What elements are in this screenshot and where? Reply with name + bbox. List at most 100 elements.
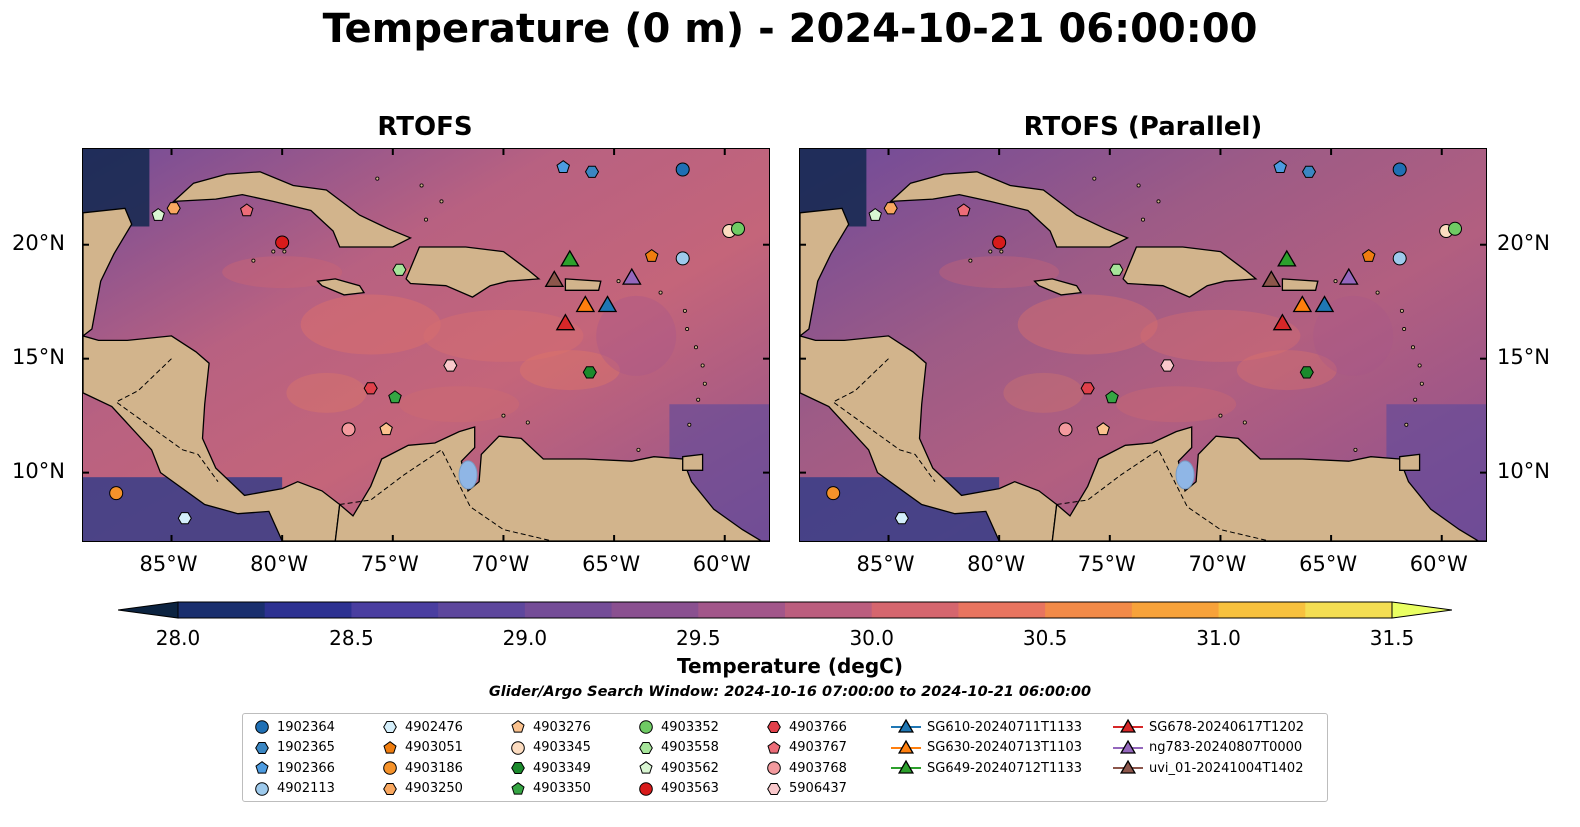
colorbar-tick-label: 30.5 bbox=[1022, 626, 1068, 650]
legend-item: 4903766 bbox=[765, 717, 847, 737]
marker-SG678-20240617T1202[interactable] bbox=[555, 313, 576, 331]
legend-label: 4903558 bbox=[661, 740, 719, 755]
marker-1902364[interactable] bbox=[1392, 162, 1407, 177]
legend-item: 4903250 bbox=[381, 779, 463, 799]
marker-1902364[interactable] bbox=[675, 162, 690, 177]
legend-item: SG649-20240712T1133 bbox=[891, 758, 1082, 778]
legend-item: 1902364 bbox=[253, 717, 335, 737]
legend-symbol-hexagon-icon bbox=[639, 741, 653, 754]
marker-4903350[interactable] bbox=[1105, 390, 1119, 404]
figure-title: Temperature (0 m) - 2024-10-21 06:00:00 bbox=[322, 6, 1258, 52]
marker-5906437[interactable] bbox=[1160, 359, 1175, 372]
lat-tick-label: 15°N bbox=[12, 344, 65, 369]
lat-tick-label: 10°N bbox=[12, 458, 65, 483]
legend-symbol-hexagon-icon bbox=[383, 782, 397, 795]
marker-SG610-20240711T1133[interactable] bbox=[1314, 295, 1335, 313]
lon-tick-label: 60°W bbox=[1409, 552, 1468, 576]
marker-4903350[interactable] bbox=[388, 390, 402, 404]
marker-4903276[interactable] bbox=[1096, 422, 1110, 436]
lon-tick-label: 65°W bbox=[1299, 552, 1358, 576]
marker-4903768[interactable] bbox=[341, 422, 356, 437]
marker-SG630-20240713T1103[interactable] bbox=[1292, 295, 1313, 313]
legend-item: ng783-20240807T0000 bbox=[1113, 738, 1302, 758]
legend-label: 4903349 bbox=[533, 760, 591, 776]
marker-4903558[interactable] bbox=[392, 263, 407, 276]
marker-4903051[interactable] bbox=[644, 248, 659, 262]
legend-item: 4903563 bbox=[637, 779, 719, 799]
colorbar-label: Temperature (degC) bbox=[677, 654, 903, 678]
legend-symbol-circle-icon bbox=[255, 781, 269, 796]
legend-label: 1902366 bbox=[277, 760, 335, 776]
marker-5906437[interactable] bbox=[443, 359, 458, 372]
legend-item: 4903349 bbox=[509, 758, 591, 778]
marker-4903766[interactable] bbox=[363, 382, 378, 395]
legend-symbol-triangle-icon bbox=[891, 718, 921, 733]
marker-4903349[interactable] bbox=[1299, 366, 1314, 379]
marker-4903250[interactable] bbox=[166, 202, 181, 215]
panel-title-right: RTOFS (Parallel) bbox=[1023, 112, 1263, 142]
marker-4902113[interactable] bbox=[675, 251, 690, 266]
legend-symbol-hexagon-icon bbox=[255, 741, 269, 754]
marker-4903562[interactable] bbox=[868, 207, 882, 221]
marker-4903349[interactable] bbox=[582, 366, 597, 379]
legend-symbol-triangle-icon bbox=[891, 739, 921, 754]
legend-item: 4903352 bbox=[637, 717, 719, 737]
marker-SG610-20240711T1133[interactable] bbox=[597, 295, 618, 313]
marker-4903186[interactable] bbox=[109, 486, 124, 501]
marker-4903767[interactable] bbox=[240, 203, 254, 217]
legend-symbol-pentagon-icon bbox=[511, 781, 525, 795]
marker-4903051[interactable] bbox=[1361, 248, 1376, 262]
legend-item: uvi_01-20241004T1402 bbox=[1113, 758, 1303, 778]
marker-4903768[interactable] bbox=[1058, 422, 1073, 437]
legend-label: SG630-20240713T1103 bbox=[927, 740, 1083, 755]
legend-symbol-hexagon-icon bbox=[767, 782, 781, 795]
marker-4902113[interactable] bbox=[1392, 251, 1407, 266]
legend-symbol-pentagon-icon bbox=[255, 761, 269, 774]
legend-symbol-circle-icon bbox=[639, 781, 653, 796]
legend-item: 5906437 bbox=[765, 779, 847, 799]
marker-4902476[interactable] bbox=[177, 512, 192, 525]
lat-tick-label: 15°N bbox=[1497, 344, 1550, 369]
legend-label: ng783-20240807T0000 bbox=[1149, 740, 1303, 755]
marker-4902476[interactable] bbox=[894, 512, 909, 525]
legend-item: 4903186 bbox=[381, 758, 463, 778]
marker-4903563[interactable] bbox=[275, 235, 290, 250]
legend-item: SG630-20240713T1103 bbox=[891, 738, 1082, 758]
marker-uvi_01-20241004T1402[interactable] bbox=[1261, 270, 1282, 288]
marker-4903352[interactable] bbox=[1448, 221, 1463, 236]
marker-SG649-20240712T1133[interactable] bbox=[1277, 249, 1297, 267]
legend-symbol-hexagon-icon bbox=[767, 721, 781, 733]
legend: 1902364 1902365 1902366 4902113 4902476 49030… bbox=[242, 713, 1328, 802]
legend-label: uvi_01-20241004T1402 bbox=[1149, 760, 1304, 776]
map-panel-rtofs-parallel[interactable] bbox=[799, 148, 1487, 542]
legend-symbol-circle-icon bbox=[383, 761, 397, 775]
marker-4903766[interactable] bbox=[1080, 382, 1095, 395]
marker-4903276[interactable] bbox=[379, 422, 393, 436]
marker-1902366[interactable] bbox=[1273, 160, 1287, 173]
marker-uvi_01-20241004T1402[interactable] bbox=[544, 270, 565, 288]
marker-4903563[interactable] bbox=[992, 235, 1007, 250]
marker-4903352[interactable] bbox=[731, 221, 746, 236]
marker-ng783-20240807T0000[interactable] bbox=[1338, 267, 1359, 285]
marker-1902366[interactable] bbox=[556, 160, 570, 173]
legend-label: 4903186 bbox=[405, 760, 463, 776]
marker-4903558[interactable] bbox=[1109, 263, 1124, 276]
marker-SG678-20240617T1202[interactable] bbox=[1272, 313, 1293, 331]
marker-1902365[interactable] bbox=[1301, 165, 1317, 178]
legend-symbol-hexagon-icon bbox=[383, 721, 397, 733]
marker-4903562[interactable] bbox=[151, 207, 165, 221]
legend-item: 4903276 bbox=[509, 717, 591, 737]
colorbar-tick-label: 31.5 bbox=[1369, 626, 1415, 650]
marker-4903767[interactable] bbox=[957, 203, 971, 217]
map-panel-rtofs[interactable] bbox=[82, 148, 770, 542]
marker-SG630-20240713T1103[interactable] bbox=[575, 295, 596, 313]
legend-label: 4903276 bbox=[533, 719, 591, 735]
marker-4903250[interactable] bbox=[883, 202, 898, 215]
legend-symbol-circle-icon bbox=[255, 720, 269, 734]
marker-ng783-20240807T0000[interactable] bbox=[621, 267, 642, 285]
marker-SG649-20240712T1133[interactable] bbox=[560, 249, 580, 267]
lon-tick-label: 80°W bbox=[967, 552, 1026, 576]
marker-4903186[interactable] bbox=[826, 486, 841, 501]
legend-item: 4903350 bbox=[509, 779, 591, 799]
marker-1902365[interactable] bbox=[584, 165, 600, 178]
